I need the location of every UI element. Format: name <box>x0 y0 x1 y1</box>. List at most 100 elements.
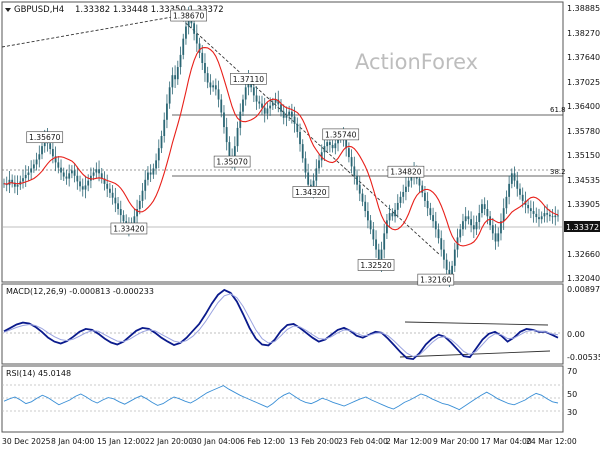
candle <box>443 239 445 269</box>
candle <box>27 166 30 181</box>
candle <box>54 146 57 172</box>
rsi-panel-frame <box>1 365 564 433</box>
macd-title: MACD(12,26,9) -0.000813 -0.000233 <box>6 287 154 296</box>
candle <box>38 145 41 168</box>
candle <box>475 215 478 235</box>
candle <box>546 204 549 223</box>
candle <box>513 166 516 187</box>
dropdown-triangle-icon[interactable] <box>5 8 11 12</box>
candle <box>60 159 62 180</box>
candle <box>429 202 432 220</box>
candle <box>261 95 263 115</box>
price-annotation: 1.35070 <box>213 155 251 168</box>
candle <box>13 175 16 194</box>
moving-average-line <box>3 47 559 247</box>
candle <box>405 177 407 201</box>
price-tick: 1.36400 <box>567 102 600 111</box>
candle <box>201 45 204 71</box>
candle <box>258 95 261 109</box>
candle <box>467 210 470 225</box>
candle <box>386 214 388 240</box>
price-tick: 1.35780 <box>567 127 600 136</box>
candle <box>111 185 114 205</box>
candle <box>212 80 215 92</box>
rsi-tick: 50 <box>567 390 577 399</box>
candle <box>176 60 179 85</box>
candle <box>24 165 27 187</box>
candle <box>220 94 223 118</box>
candle <box>214 78 217 96</box>
candle <box>171 67 174 95</box>
candle <box>347 142 350 163</box>
candle <box>8 171 11 193</box>
price-tick: 1.32660 <box>567 250 600 259</box>
candle <box>30 160 33 180</box>
time-tick: 13 Feb 20:00 <box>289 437 339 446</box>
macd-panel-frame <box>1 283 564 365</box>
candle <box>68 164 71 187</box>
price-tick: 1.33905 <box>567 200 600 209</box>
candle <box>402 184 405 204</box>
symbol-label: GBPUSD,H4 <box>14 5 64 15</box>
current-price-tag <box>564 221 600 232</box>
candle <box>62 167 65 181</box>
candle <box>95 162 98 179</box>
macd-tick: -0.005356 <box>567 353 600 362</box>
candle <box>41 140 43 160</box>
candle <box>519 183 521 200</box>
candle <box>494 224 497 250</box>
candle <box>543 206 546 223</box>
price-y-axis: 1.38885 1.38270 1.37640 1.37025 1.36400 … <box>567 4 600 283</box>
candle <box>399 191 402 208</box>
candle <box>445 253 448 276</box>
candle <box>73 163 76 183</box>
macd-lines <box>3 288 559 361</box>
candle <box>22 170 24 189</box>
candle <box>244 80 247 106</box>
candle <box>350 149 353 174</box>
candle <box>535 207 538 223</box>
candle <box>79 175 81 192</box>
candle <box>166 94 168 129</box>
candle <box>277 90 280 113</box>
candle <box>204 53 206 82</box>
candle <box>182 33 185 60</box>
current-price-tag-label: 1.33372 <box>566 223 599 232</box>
candle <box>502 198 505 230</box>
candle <box>432 207 434 228</box>
candle <box>491 217 494 240</box>
candle <box>217 80 220 108</box>
time-tick: 15 Jan 12:00 <box>97 437 145 446</box>
candle <box>353 156 356 185</box>
candle <box>255 86 258 110</box>
price-panel-frame <box>1 1 564 283</box>
chart-header: GBPUSD,H4 1.33382 1.33448 1.33350 1.3337… <box>5 5 224 15</box>
price-annotation: 1.37110 <box>230 73 267 85</box>
candle <box>557 209 559 222</box>
price-tick: 1.38885 <box>567 4 600 13</box>
macd-lower-trendline <box>399 350 551 358</box>
candle <box>266 102 269 120</box>
fib-382-label: 38.2 <box>550 168 566 176</box>
candle <box>152 163 155 179</box>
annotation-label: 1.34820 <box>390 168 422 177</box>
candle <box>407 174 410 192</box>
candle <box>527 199 530 214</box>
time-tick: 30 Jan 04:00 <box>192 437 240 446</box>
candle <box>149 164 152 182</box>
candle <box>32 159 35 173</box>
macd-upper-trendline <box>404 321 549 326</box>
candle <box>358 176 361 202</box>
candle <box>144 170 147 200</box>
price-tick: 1.38270 <box>567 29 600 38</box>
annotation-label: 1.35670 <box>29 133 61 142</box>
candle <box>551 209 554 224</box>
candle <box>242 94 244 117</box>
candle <box>223 105 225 134</box>
candle <box>394 203 396 223</box>
candle <box>239 103 242 136</box>
candle <box>84 175 87 199</box>
time-tick: 17 Mar 04:00 <box>481 437 532 446</box>
candle <box>472 215 475 239</box>
